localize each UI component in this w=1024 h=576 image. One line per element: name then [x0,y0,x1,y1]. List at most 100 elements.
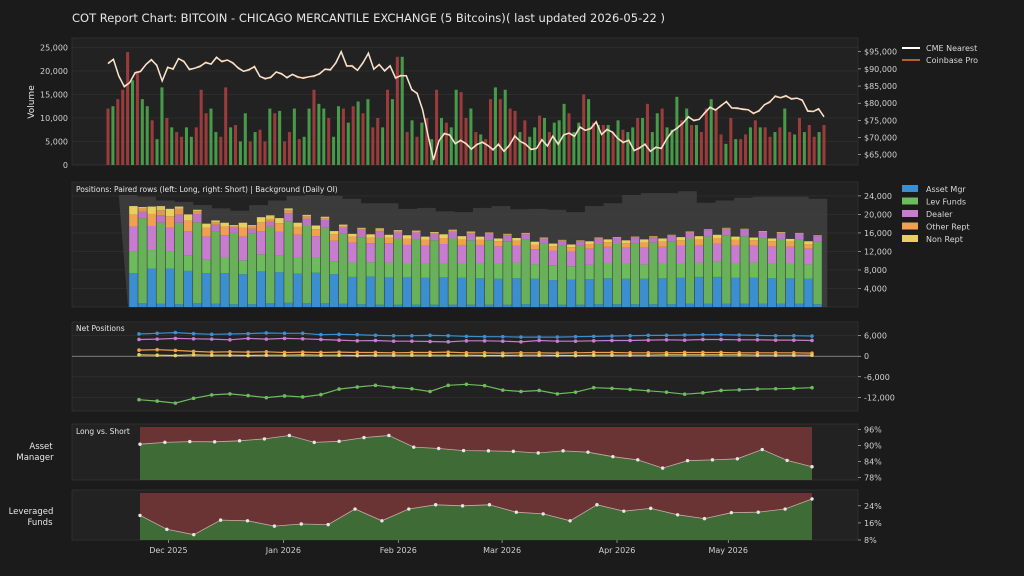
leveraged-funds-ratio-point [326,522,330,527]
asset-mgr-short-segment [612,304,622,307]
x-tick-label: Apr 2026 [599,546,636,555]
net-point-dealer [810,338,814,343]
asset-mgr-long-segment [494,278,503,307]
lev-funds-short-segment [138,218,147,304]
positions-tick-label: 24,000 [864,192,892,201]
asset-mgr-long-segment [621,278,631,307]
volume-bar [435,89,439,165]
lev-funds-long-segment [530,264,540,279]
other-rept-long-segment [256,222,266,232]
non-rept-long-segment [183,214,193,221]
asset-mgr-long-segment [658,278,667,307]
volume-bar [591,122,596,165]
volume-bar [199,89,203,165]
non-rept-long-segment [165,208,175,217]
non-rept-short-segment [393,230,403,232]
volume-bar [572,132,576,165]
asset-mgr-long-segment [202,273,211,307]
lev-funds-long-segment [147,250,156,269]
asset-mgr-short-segment [193,303,202,307]
dealer-long-segment [165,227,175,252]
net-point-other-rept [410,350,414,355]
dealer-short-segment [211,224,220,232]
net-point-dealer [155,337,159,341]
net-point-non-rept [701,353,705,357]
net-point-asset-mgr [482,334,487,339]
volume-bar [621,129,625,165]
dealer-long-segment [202,236,211,260]
legend-swatch-dealer [902,210,918,217]
volume-bar [238,141,242,165]
other-rept-long-segment [767,241,777,247]
net-point-lev-funds [300,395,305,399]
other-rept-long-segment [421,239,430,246]
non-rept-short-segment [338,224,348,226]
leveraged-funds-ratio-point [272,524,277,528]
net-point-lev-funds [755,387,760,391]
asset-mgr-long-segment [548,280,558,307]
other-rept-long-segment [785,241,795,247]
net-point-dealer [537,338,541,343]
positions-legend: Asset Mgr Lev Funds Dealer Other Rept Non Re… [902,185,970,244]
net-point-asset-mgr [646,333,651,338]
non-rept-short-segment [266,215,275,220]
net-point-lev-funds [646,389,651,393]
volume-bar [665,127,669,165]
leveraged-funds-ratio-point [756,510,760,514]
volume-bar [214,132,218,165]
asset-mgr-long-segment [183,270,193,307]
asset-manager-row-label-2: Manager [16,453,54,463]
other-rept-short-segment [338,225,348,228]
volume-bar [204,113,208,165]
net-point-lev-funds [337,387,341,391]
legend-label-asset-mgr: Asset Mgr [926,185,966,194]
net-point-lev-funds [410,386,414,391]
non-rept-short-segment [430,232,439,233]
other-rept-long-segment [165,216,175,228]
other-rept-short-segment [466,232,476,234]
other-rept-long-segment [749,240,758,246]
volume-bar [327,117,331,165]
volume-bar [155,139,159,165]
dealer-long-segment [548,250,558,266]
net-point-non-rept [591,353,596,358]
asset-mgr-short-segment [266,303,275,307]
volume-bar [145,106,149,165]
non-rept-short-segment [138,207,147,209]
other-rept-short-segment [484,232,494,234]
volume-bar [381,127,385,165]
volume-bar [243,113,247,165]
asset-mgr-short-segment [539,304,549,307]
dealer-long-segment [658,246,667,264]
volume-bar [292,108,296,165]
net-point-lev-funds [173,401,178,405]
price-tick-label: $90,000 [864,65,897,74]
volume-tick-label: 15,000 [40,90,68,99]
dealer-long-segment [621,247,631,264]
dealer-short-segment [795,233,804,240]
asset-manager-ratio-point [362,435,366,440]
asset-mgr-short-segment [448,304,457,307]
volume-bar [734,139,738,165]
leveraged-funds-panel: 8% 16% 24% Leveraged Funds [9,489,882,545]
asset-manager-tick-label: 90% [864,442,882,451]
dealer-short-segment [302,218,311,226]
volume-bar [278,110,282,165]
asset-mgr-short-segment [795,303,804,307]
dealer-short-segment [649,237,658,243]
asset-mgr-short-segment [247,304,257,307]
net-point-lev-funds [446,383,451,388]
volume-bar [685,108,689,165]
net-point-non-rept [537,353,541,358]
other-rept-long-segment [202,227,211,237]
volume-bar [395,56,399,165]
lev-funds-short-segment [557,245,567,305]
volume-bar [386,89,390,165]
volume-bar [229,127,233,165]
volume-bar [464,117,468,165]
net-point-dealer [137,337,141,342]
legend-label-non-rept: Non Rept [926,235,963,244]
net-point-lev-funds [701,391,705,395]
price-tick-label: $80,000 [864,99,897,108]
net-point-dealer [664,338,669,342]
